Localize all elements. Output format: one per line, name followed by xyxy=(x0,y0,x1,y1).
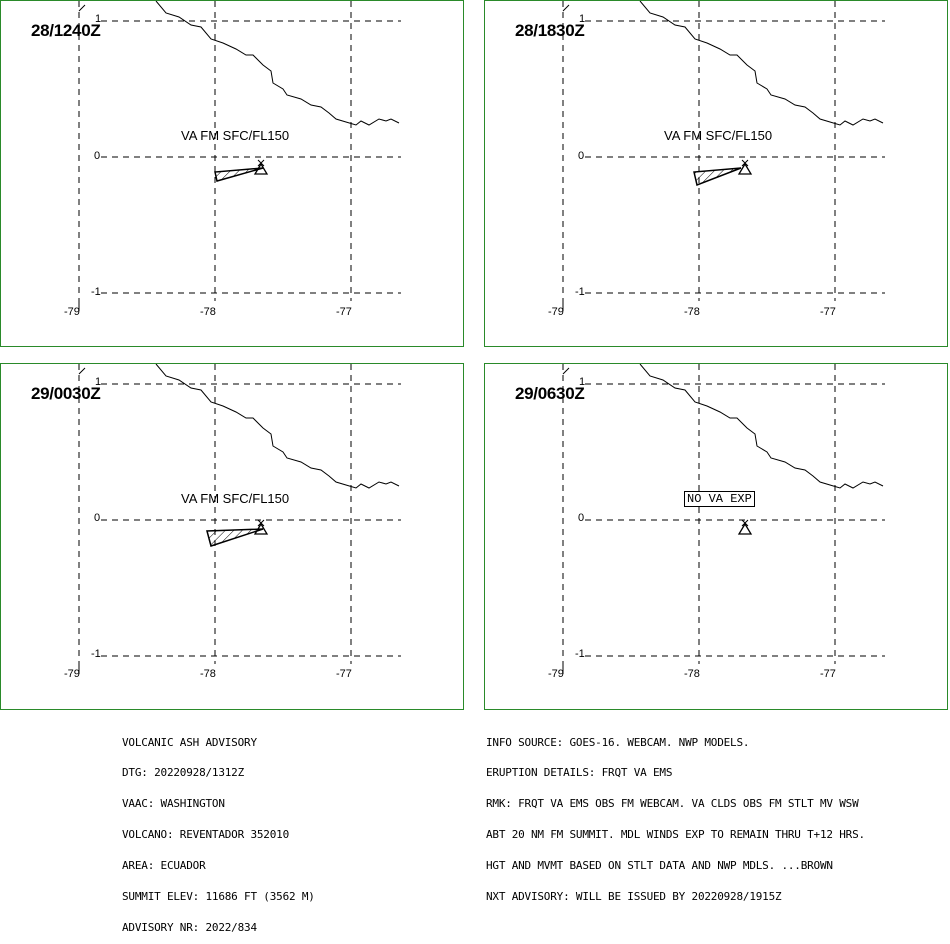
advisory-line: HGT AND MVMT BASED ON STLT DATA AND NWP … xyxy=(486,859,833,873)
volcano-triangle-icon xyxy=(253,519,269,535)
lat-label-minus-1: -1 xyxy=(575,648,585,660)
advisory-details-block: INFO SOURCE: GOES-16. WEBCAM. NWP MODELS… xyxy=(486,717,865,913)
coastline-fragment xyxy=(78,4,86,12)
coastline-fragment xyxy=(562,367,570,375)
lon-label-78: -78 xyxy=(200,306,216,318)
lon-label-79: -79 xyxy=(64,306,80,318)
advisory-line: RMK: FRQT VA EMS OBS FM WEBCAM. VA CLDS … xyxy=(486,797,859,811)
lat-label-0: 0 xyxy=(94,512,101,524)
volcano-triangle-icon xyxy=(253,159,269,175)
lat-label-1: 1 xyxy=(579,376,586,388)
no-va-expected-label: NO VA EXP xyxy=(684,491,755,507)
advisory-line: ERUPTION DETAILS: FRQT VA EMS xyxy=(486,766,673,780)
volcano-triangle-icon xyxy=(737,159,753,175)
advisory-line: NXT ADVISORY: WILL BE ISSUED BY 20220928… xyxy=(486,890,782,904)
lat-label-0: 0 xyxy=(94,150,101,162)
map-canvas xyxy=(78,364,401,674)
lat-label-1: 1 xyxy=(95,13,102,25)
advisory-line: VOLCANO: REVENTADOR 352010 xyxy=(122,828,289,842)
volcano-triangle-icon xyxy=(737,519,753,535)
advisory-line: INFO SOURCE: GOES-16. WEBCAM. NWP MODELS… xyxy=(486,735,750,749)
lat-label-minus-1: -1 xyxy=(91,648,101,660)
va-height-label: VA FM SFC/FL150 xyxy=(181,491,290,506)
lat-label-minus-1: -1 xyxy=(575,286,585,298)
lat-label-1: 1 xyxy=(579,13,586,25)
lon-label-78: -78 xyxy=(200,668,216,680)
coastline xyxy=(155,1,400,126)
coastline-fragment xyxy=(78,367,86,375)
advisory-line: ABT 20 NM FM SUMMIT. MDL WINDS EXP TO RE… xyxy=(486,828,865,842)
map-canvas xyxy=(562,364,885,674)
ash-polygon xyxy=(214,167,264,182)
panel-time-label: 29/0630Z xyxy=(515,384,585,403)
lon-label-77: -77 xyxy=(336,306,352,318)
lat-label-1: 1 xyxy=(95,376,102,388)
lat-label-0: 0 xyxy=(578,512,585,524)
lon-label-77: -77 xyxy=(336,668,352,680)
lon-label-78: -78 xyxy=(684,306,700,318)
lon-label-78: -78 xyxy=(684,668,700,680)
lat-label-minus-1: -1 xyxy=(91,286,101,298)
advisory-line: ADVISORY NR: 2022/834 xyxy=(122,920,257,934)
forecast-panel-2: 28/1830Z 1 0 -1 -79 -78 -77 VA FM SFC/FL… xyxy=(484,0,948,347)
va-height-label: VA FM SFC/FL150 xyxy=(181,128,290,143)
advisory-line: SUMMIT ELEV: 11686 FT (3562 M) xyxy=(122,890,315,904)
forecast-panel-4: 29/0630Z 1 0 -1 -79 -78 -77 NO VA EXP xyxy=(484,363,948,710)
coastline xyxy=(639,1,884,126)
advisory-header-block: VOLCANIC ASH ADVISORY DTG: 20220928/1312… xyxy=(122,717,315,944)
lon-label-79: -79 xyxy=(64,668,80,680)
panel-time-label: 28/1240Z xyxy=(31,21,101,40)
lon-label-77: -77 xyxy=(820,306,836,318)
coastline-fragment xyxy=(562,4,570,12)
lon-label-79: -79 xyxy=(548,668,564,680)
coastline xyxy=(639,364,884,489)
lon-label-77: -77 xyxy=(820,668,836,680)
lat-label-0: 0 xyxy=(578,150,585,162)
map-canvas xyxy=(78,1,401,311)
panel-time-label: 29/0030Z xyxy=(31,384,101,403)
lon-label-79: -79 xyxy=(548,306,564,318)
panel-time-label: 28/1830Z xyxy=(515,21,585,40)
coastline xyxy=(155,364,400,489)
advisory-line: DTG: 20220928/1312Z xyxy=(122,766,245,780)
ash-polygon xyxy=(693,167,742,187)
va-height-label: VA FM SFC/FL150 xyxy=(664,128,773,143)
advisory-line: VAAC: WASHINGTON xyxy=(122,797,225,811)
ash-polygon xyxy=(206,528,264,547)
advisory-line: VOLCANIC ASH ADVISORY xyxy=(122,735,257,749)
map-canvas xyxy=(562,1,885,311)
forecast-panel-3: 29/0030Z 1 0 -1 -79 -78 -77 VA FM SFC/FL… xyxy=(0,363,464,710)
advisory-line: AREA: ECUADOR xyxy=(122,859,206,873)
forecast-panel-1: 28/1240Z 1 0 -1 -79 -78 -77 VA FM SFC/FL… xyxy=(0,0,464,347)
